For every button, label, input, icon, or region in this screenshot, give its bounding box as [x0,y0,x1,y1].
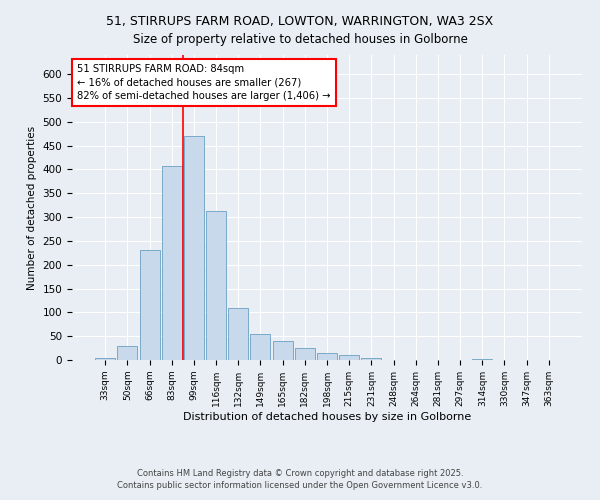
Bar [140,250,160,360]
Bar [118,346,137,360]
Bar [250,334,271,360]
Bar [361,358,382,360]
Bar [339,355,359,360]
Bar [95,358,115,360]
Bar [295,348,315,360]
Bar [228,308,248,360]
Bar [472,358,492,360]
Bar [272,341,293,360]
Bar [162,166,182,360]
Text: 51, STIRRUPS FARM ROAD, LOWTON, WARRINGTON, WA3 2SX: 51, STIRRUPS FARM ROAD, LOWTON, WARRINGT… [106,15,494,28]
X-axis label: Distribution of detached houses by size in Golborne: Distribution of detached houses by size … [183,412,471,422]
Text: Size of property relative to detached houses in Golborne: Size of property relative to detached ho… [133,32,467,46]
Bar [206,211,226,360]
Text: 51 STIRRUPS FARM ROAD: 84sqm
← 16% of detached houses are smaller (267)
82% of s: 51 STIRRUPS FARM ROAD: 84sqm ← 16% of de… [77,64,331,100]
Bar [184,136,204,360]
Bar [317,354,337,360]
Y-axis label: Number of detached properties: Number of detached properties [27,126,37,290]
Text: Contains HM Land Registry data © Crown copyright and database right 2025.
Contai: Contains HM Land Registry data © Crown c… [118,468,482,490]
